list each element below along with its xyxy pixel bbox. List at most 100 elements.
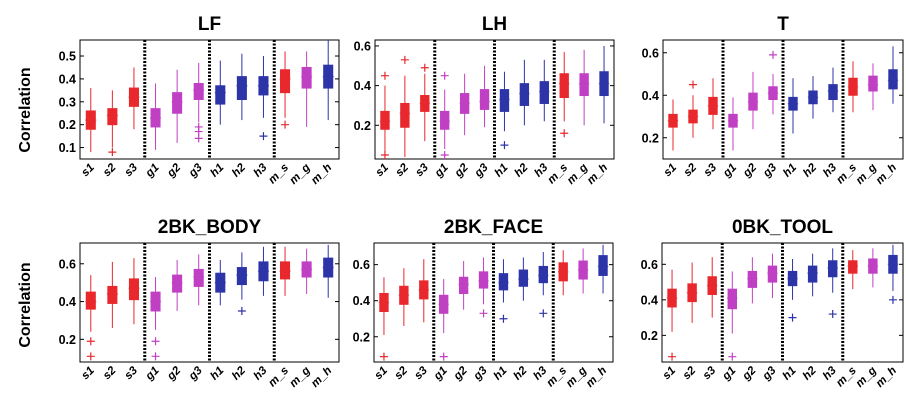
x-tick-label: h1 xyxy=(492,365,510,383)
box-body xyxy=(440,110,450,130)
x-tick-label: h1 xyxy=(208,365,226,383)
box-outlier xyxy=(500,141,509,150)
box-body xyxy=(539,81,549,104)
panel-T: T0.20.40.6s1 s2 s3 g1 g2 g3 h1 h2 h3m_sm_gm_h xyxy=(642,14,904,187)
x-tick-label: m_s xyxy=(834,162,859,187)
y-tick-label: 0.4 xyxy=(354,79,371,93)
x-tick-label: g3 xyxy=(472,161,491,180)
box-body xyxy=(848,260,858,274)
box-body xyxy=(598,255,608,276)
x-tick-label: g1 xyxy=(720,162,739,181)
x-tick-label: m_h xyxy=(584,365,609,390)
x-tick-label: g1 xyxy=(431,365,450,384)
panel-title: T xyxy=(777,14,789,35)
x-tick-label: h1 xyxy=(781,162,799,180)
box-outlier xyxy=(281,120,290,129)
box-body xyxy=(579,73,589,97)
x-tick-label: g3 xyxy=(760,364,779,383)
x-tick-label: g2 xyxy=(452,161,471,180)
box-outlier xyxy=(788,313,797,322)
x-tick-label: s3 xyxy=(412,364,430,382)
box-body xyxy=(727,288,738,310)
y-tick-label: 0.6 xyxy=(354,39,371,53)
box-outlier xyxy=(888,295,897,304)
panel-LF: LF0.10.20.30.40.5s1 s2 s3 g1 g2 g3 h1 h2 h3m_sm_… xyxy=(59,14,340,187)
box-body xyxy=(458,276,469,294)
box-outlier xyxy=(400,55,409,64)
x-tick-label: m_g xyxy=(565,162,590,187)
y-tick-label: 0.4 xyxy=(353,294,370,308)
x-tick-label: m_g xyxy=(288,365,313,390)
box-outlier xyxy=(380,151,389,160)
x-tick-label: m_h xyxy=(874,365,899,390)
x-tick-label: m_s xyxy=(266,162,291,187)
y-axis-label-top: Correlation xyxy=(17,67,34,152)
box-body xyxy=(193,268,204,287)
box-outlier xyxy=(151,337,160,346)
x-tick-label: m_s xyxy=(545,365,570,390)
x-tick-label: g2 xyxy=(451,364,470,383)
box-outlier xyxy=(86,337,95,346)
x-tick-label: m_h xyxy=(874,162,899,187)
box-body xyxy=(868,75,878,92)
x-tick-label: s1 xyxy=(374,162,392,180)
box-body xyxy=(807,265,818,283)
x-tick-label: g2 xyxy=(740,364,759,383)
x-tick-label: s2 xyxy=(101,364,119,382)
x-tick-label: s2 xyxy=(682,161,700,179)
y-tick-label: 0.5 xyxy=(59,50,76,64)
y-tick-label: 0.2 xyxy=(354,119,371,133)
box-body xyxy=(301,66,312,89)
x-tick-label: s3 xyxy=(123,364,141,382)
box-outlier xyxy=(86,352,95,361)
y-tick-label: 0.6 xyxy=(642,46,659,60)
box-outlier xyxy=(499,314,508,323)
x-tick-label: s1 xyxy=(79,365,97,383)
box-body xyxy=(888,69,898,90)
box-outlier xyxy=(479,309,488,318)
box-body xyxy=(172,274,183,293)
y-axis-label-bottom: Correlation xyxy=(17,262,34,347)
box-outlier xyxy=(439,352,448,361)
box-outlier xyxy=(194,134,203,143)
x-tick-label: h2 xyxy=(512,364,530,382)
x-tick-label: g2 xyxy=(740,161,759,180)
x-tick-label: m_g xyxy=(854,365,879,390)
x-tick-label: m_g xyxy=(854,162,879,187)
x-tick-label: s3 xyxy=(413,161,431,179)
box-body xyxy=(236,76,247,101)
x-tick-label: h2 xyxy=(801,364,819,382)
box-outlier xyxy=(259,132,268,141)
x-tick-label: g2 xyxy=(165,161,184,180)
box-body xyxy=(479,89,490,110)
x-tick-label: m_h xyxy=(309,162,334,187)
box-body xyxy=(828,84,838,100)
box-body xyxy=(280,261,291,280)
y-tick-label: 0.6 xyxy=(59,257,76,271)
x-tick-label: h2 xyxy=(801,161,819,179)
box-outlier xyxy=(440,71,449,80)
box-body xyxy=(767,265,778,283)
x-tick-label: m_g xyxy=(564,365,589,390)
box-outlier xyxy=(728,352,737,361)
x-tick-label: g3 xyxy=(186,364,205,383)
x-tick-label: m_s xyxy=(266,365,291,390)
box-outlier xyxy=(689,80,697,89)
box-body xyxy=(172,92,183,114)
y-tick-label: 0.4 xyxy=(641,293,658,307)
box-outlier xyxy=(380,71,389,80)
y-tick-label: 0.4 xyxy=(642,89,659,103)
box-outlier xyxy=(440,151,449,160)
x-tick-label: m_s xyxy=(834,365,859,390)
box-body xyxy=(107,285,118,304)
x-tick-label: s1 xyxy=(662,162,680,180)
x-tick-label: h1 xyxy=(493,162,511,180)
panel-title: 2BK_FACE xyxy=(444,217,543,238)
x-tick-label: g2 xyxy=(165,364,184,383)
y-tick-label: 0.2 xyxy=(642,131,659,145)
x-tick-label: m_s xyxy=(546,162,571,187)
x-tick-label: s1 xyxy=(373,365,391,383)
box-body xyxy=(538,265,548,284)
